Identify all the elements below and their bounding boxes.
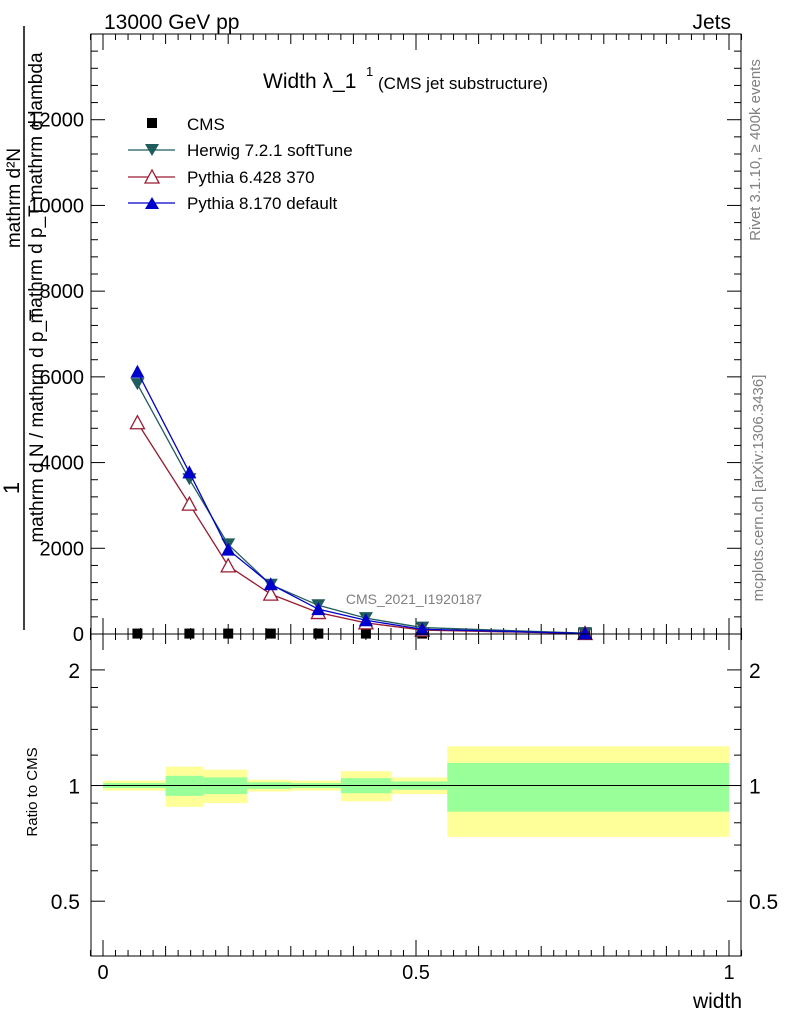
title-main: Width λ_1 — [263, 70, 356, 93]
mcplots-label: mcplots.cern.ch [arXiv:1306.3436] — [750, 375, 767, 602]
ratio-y-tick-label-right: 1 — [749, 776, 761, 799]
ratio-y-tick-label: 1 — [68, 776, 80, 799]
main-y-ticks: 0 2000 4000 6000 8000 10000 12000 — [28, 50, 741, 646]
main-y-tick-label: 6000 — [40, 367, 85, 389]
pythia8-data-point — [130, 364, 145, 378]
pythia8-data-point — [358, 613, 373, 627]
ratio-bands — [103, 746, 729, 837]
legend-marker-pythia8 — [145, 197, 159, 209]
ratio-y-tick-label: 2 — [68, 660, 80, 683]
main-y-tick-label: 0 — [73, 624, 84, 646]
main-y-tick-label: 2000 — [40, 538, 85, 560]
main-panel: 0 2000 4000 6000 8000 10000 12000 Width λ_1 1 … — [28, 33, 743, 646]
legend-label-herwig: Herwig 7.2.1 softTune — [187, 141, 353, 160]
y-label-inner-denominator: mathrm d p_T mathrm d lambda — [26, 52, 47, 323]
legend-entry-cms: CMS — [147, 115, 225, 134]
herwig-data-point — [130, 378, 145, 391]
pythia6-data-point — [220, 557, 237, 573]
ratio-inner-band-bin — [447, 762, 729, 812]
title-superscript: 1 — [366, 64, 373, 79]
series-line-3 — [136, 371, 586, 635]
pythia8-data-point — [415, 622, 430, 636]
ratio-y-ticks: 0.5 0.5 1 1 2 2 — [51, 660, 778, 914]
pythia8-data-point — [578, 626, 593, 640]
chart-title: Width λ_1 1 (CMS jet substructure) — [263, 64, 548, 93]
pythia8-data-point — [221, 542, 236, 556]
main-y-tick-label: 4000 — [40, 453, 85, 475]
y-label-inner-numerator: mathrm d²N — [4, 148, 25, 248]
legend-marker-herwig — [145, 144, 159, 156]
y-label-frac-denominator: mathrm d N / mathrm d p_T — [27, 309, 48, 543]
header-energy-label: 13000 GeV pp — [104, 11, 239, 34]
x-axis-label: width — [692, 990, 742, 1013]
ratio-x-tick-label: 0 — [97, 962, 108, 984]
rivet-label: Rivet 3.1.10, ≥ 400k events — [747, 59, 764, 241]
ratio-y-tick-label-right: 0.5 — [749, 891, 778, 914]
ratio-y-tick-label: 0.5 — [51, 891, 80, 914]
pythia6-data-point — [181, 495, 198, 511]
ratio-x-tick-label: 0.5 — [402, 962, 430, 984]
ratio-y-tick-label-right: 2 — [749, 660, 761, 683]
legend-entry-herwig: Herwig 7.2.1 softTune — [128, 141, 353, 160]
legend-entry-pythia8: Pythia 8.170 default — [128, 194, 338, 213]
legend-marker-pythia6 — [143, 168, 161, 184]
pythia6-data-point — [129, 414, 146, 430]
title-subtitle: (CMS jet substructure) — [378, 74, 548, 93]
analysis-id-label: CMS_2021_I1920187 — [346, 591, 482, 607]
ratio-x-tick-label: 1 — [723, 962, 734, 984]
main-y-tick-label: 10000 — [28, 195, 84, 217]
pythia8-data-point — [182, 465, 197, 479]
series-line-1 — [136, 383, 586, 634]
legend-entry-pythia6: Pythia 6.428 370 — [128, 168, 315, 187]
legend-marker-cms — [147, 118, 157, 128]
legend-label-pythia6: Pythia 6.428 370 — [187, 168, 315, 187]
pythia6-data-point — [262, 585, 279, 601]
ratio-panel: 0.5 0.51 12 2 0 0.5 1 Ratio to CMS width — [24, 633, 778, 1013]
header-jets-label: Jets — [692, 11, 731, 34]
ratio-x-ticks: 0 0.5 1 — [89, 634, 743, 984]
main-y-tick-label: 12000 — [28, 110, 84, 132]
series-line-2 — [136, 422, 586, 635]
pythia8-data-point — [263, 577, 278, 591]
legend-label-cms: CMS — [187, 115, 225, 134]
y-label-frac-numerator: 1 — [0, 482, 24, 494]
main-y-axis-label: 1 mathrm d N / mathrm d p_T mathrm d²N m… — [0, 26, 48, 630]
pythia8-data-point — [311, 602, 326, 616]
legend: CMS Herwig 7.2.1 softTune Pythia 6.428 3… — [128, 115, 353, 213]
legend-label-pythia8: Pythia 8.170 default — [187, 194, 338, 213]
main-y-tick-label: 8000 — [40, 281, 85, 303]
ratio-y-axis-label: Ratio to CMS — [24, 747, 41, 836]
